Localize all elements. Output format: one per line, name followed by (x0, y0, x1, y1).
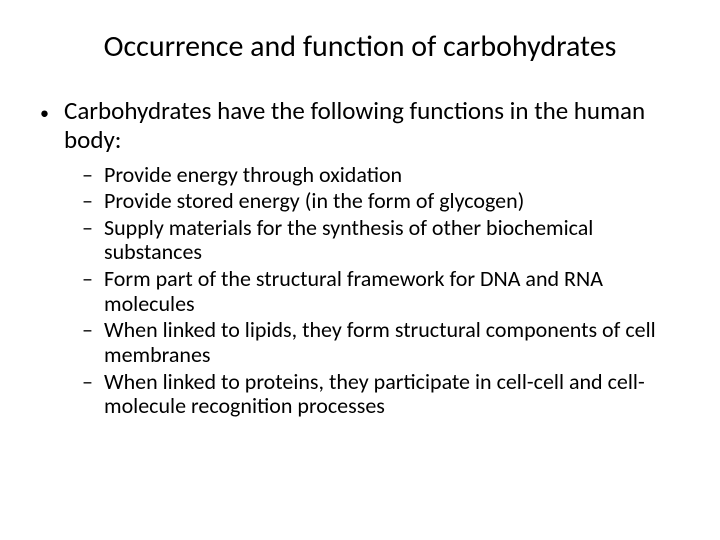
slide: Occurrence and function of carbohydrates… (0, 0, 720, 540)
item-text: Provide stored energy (in the form of gl… (104, 187, 524, 214)
intro-text: Carbohydrates have the following functio… (64, 95, 645, 155)
item-text: Provide energy through oxidation (104, 161, 402, 188)
list-item: – Supply materials for the synthesis of … (104, 216, 684, 265)
item-text: Form part of the structural framework fo… (104, 265, 603, 317)
dash-icon: – (82, 189, 93, 214)
list-item: – Provide energy through oxidation (104, 163, 684, 188)
slide-title: Occurrence and function of carbohydrates (36, 28, 684, 65)
list-item: – When linked to lipids, they form struc… (104, 318, 684, 367)
list-item: – Form part of the structural framework … (104, 267, 684, 316)
dash-icon: – (82, 163, 93, 188)
item-text: When linked to lipids, they form structu… (104, 316, 656, 368)
dash-icon: – (82, 370, 93, 395)
list-item-intro: • Carbohydrates have the following funct… (64, 97, 684, 419)
dash-icon: – (82, 267, 93, 292)
bullet-list-level1: • Carbohydrates have the following funct… (36, 97, 684, 419)
list-item: – When linked to proteins, they particip… (104, 370, 684, 419)
bullet-icon: • (40, 103, 49, 124)
list-item: – Provide stored energy (in the form of … (104, 189, 684, 214)
dash-icon: – (82, 216, 93, 241)
dash-icon: – (82, 318, 93, 343)
item-text: Supply materials for the synthesis of ot… (104, 214, 593, 266)
bullet-list-level2: – Provide energy through oxidation – Pro… (64, 163, 684, 419)
item-text: When linked to proteins, they participat… (104, 368, 645, 420)
